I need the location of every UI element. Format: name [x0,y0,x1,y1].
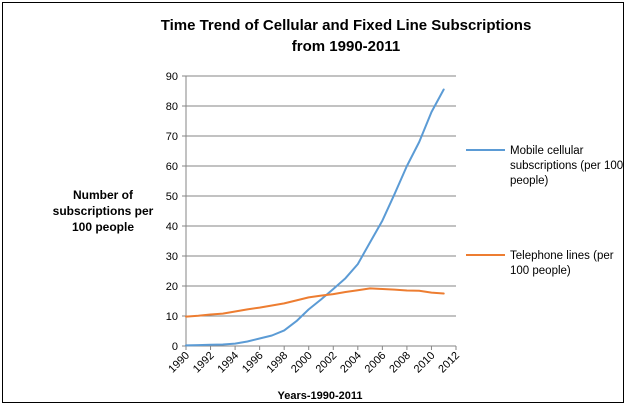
y-tick-label: 60 [166,161,178,173]
y-tick-label: 90 [166,71,178,83]
legend: Mobile cellular subscriptions (per 100 peo… [466,145,623,277]
y-tick-label: 30 [166,251,178,263]
x-tick-label: 1994 [215,350,241,376]
y-tick-label: 40 [166,221,178,233]
x-axis-label: Years-1990-2011 [277,390,362,402]
y-tick-label: 10 [166,311,178,323]
axes [182,75,457,350]
x-tick-label: 2010 [412,350,438,376]
series-lines [185,88,445,347]
legend-mobile-label: Mobile cellular [510,145,584,157]
chart-title-line-1: Time Trend of Cellular and Fixed Line Su… [161,17,532,34]
x-tick-label: 2002 [314,350,340,376]
x-tick-label: 2004 [338,350,364,376]
chart-title-line-2: from 1990-2011 [292,38,400,55]
telephone-lines-line [185,287,445,318]
y-tick-label: 70 [166,131,178,143]
legend-telephone-label: Telephone lines (per [510,250,614,262]
x-tick-label: 2006 [363,350,389,376]
chart-frame: Time Trend of Cellular and Fixed Line Su… [2,2,624,403]
y-gridlines [186,75,456,317]
y-tick-labels: 0 10 20 30 40 50 60 70 80 90 [166,71,178,353]
y-axis-label-line-3: 100 people [72,220,134,234]
y-tick-label: 50 [166,191,178,203]
legend-mobile-label: subscriptions (per 100 [510,160,623,172]
mobile-cellular-line [185,88,445,347]
y-axis-label-line-1: Number of [73,188,134,202]
y-axis-label-line-2: subscriptions per [53,204,154,218]
x-tick-label: 1996 [240,350,266,376]
y-tick-label: 20 [166,281,178,293]
x-tick-label: 1992 [191,350,217,376]
x-tick-label: 2008 [387,350,413,376]
x-tick-label: 1990 [166,350,192,376]
y-tick-label: 0 [172,341,178,353]
legend-mobile-label: people) [510,175,549,187]
x-tick-label: 2012 [436,350,462,376]
y-tick-label: 80 [166,101,178,113]
x-tick-labels: 1990199219941996199820002002200420062008… [166,350,462,376]
legend-telephone-label: 100 people) [510,265,571,277]
x-tick-label: 1998 [265,350,291,376]
line-chart: Time Trend of Cellular and Fixed Line Su… [53,17,624,402]
x-tick-label: 2000 [289,350,315,376]
